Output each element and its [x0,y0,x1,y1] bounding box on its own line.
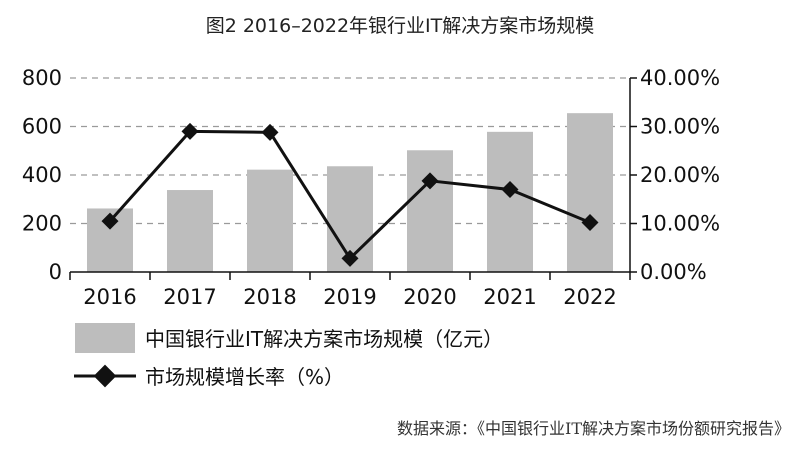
bar-2020 [407,150,453,272]
axes-group [69,77,637,280]
y-right-tick-label: 30.00% [640,115,720,139]
y-right-tick-label: 10.00% [640,212,720,236]
bars-group [87,113,613,272]
x-tick-label: 2020 [403,285,456,309]
growth-point-2020 [421,172,439,190]
y-left-ticks: 0 200 400 600 800 [22,66,62,284]
y-left-tick-label: 0 [49,260,62,284]
growth-point-2022 [581,214,599,232]
x-tick-label: 2018 [243,285,296,309]
y-left-tick-label: 200 [22,212,62,236]
legend-bar-label: 中国银行业IT解决方案市场规模（亿元） [145,327,503,351]
x-tick-label: 2022 [563,285,616,309]
y-right-ticks: 0.00% 10.00% 20.00% 30.00% 40.00% [640,66,720,284]
bar-2018 [247,169,293,272]
x-ticks: 2016 2017 2018 2019 2020 2021 2022 [83,285,616,309]
bar-2021 [487,131,533,272]
x-tick-label: 2017 [163,285,216,309]
growth-point-2017 [181,122,199,140]
growth-point-2019 [341,249,359,267]
legend: 中国银行业IT解决方案市场规模（亿元） 市场规模增长率（%） [74,323,503,389]
bar-2017 [167,190,213,272]
source-note: 数据来源：《中国银行业IT解决方案市场份额研究报告》 [397,419,790,438]
y-left-tick-label: 400 [22,163,62,187]
y-left-tick-label: 800 [22,66,62,90]
growth-point-2021 [501,181,519,199]
legend-line-label: 市场规模增长率（%） [145,365,344,389]
growth-point-2018 [261,123,279,141]
chart-title: 图2 2016–2022年银行业IT解决方案市场规模 [206,15,595,37]
x-tick-label: 2019 [323,285,376,309]
growth-line-group [101,122,599,267]
legend-bar-swatch [75,323,135,353]
legend-diamond-marker [93,364,117,388]
growth-point-2016 [101,212,119,230]
y-right-tick-label: 20.00% [640,163,720,187]
bar-2022 [567,113,613,272]
y-left-tick-label: 600 [22,115,62,139]
y-right-tick-label: 0.00% [640,260,707,284]
y-right-tick-label: 40.00% [640,66,720,90]
x-tick-label: 2016 [83,285,136,309]
x-tick-label: 2021 [483,285,536,309]
